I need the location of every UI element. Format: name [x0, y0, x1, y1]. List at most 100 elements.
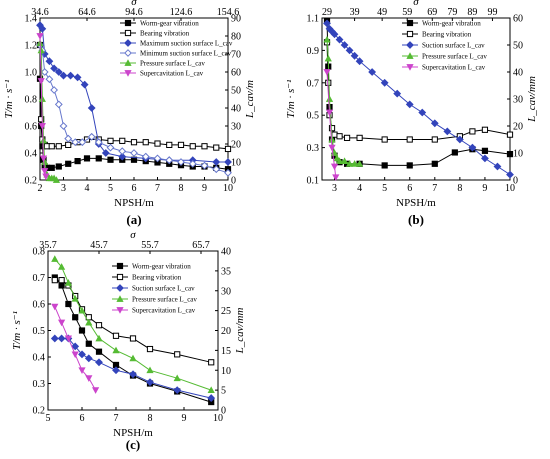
data-point — [188, 159, 197, 168]
data-point — [54, 68, 63, 76]
x-tick-label: 8 — [179, 183, 184, 194]
legend-marker — [116, 295, 124, 302]
top-axis-label: σ — [130, 229, 136, 241]
chart-panel-c: 5 6 7 8 9 10 35.7 45.7 55.7 65.7 0.2 0.3 0.4 0.5 0.6 0.… — [11, 229, 246, 452]
data-point — [112, 332, 120, 339]
series-3 — [51, 255, 215, 394]
data-point — [71, 351, 79, 359]
legend-marker — [406, 19, 414, 27]
legend-marker — [406, 30, 414, 38]
y-right-axis-label: L_cav/mm — [526, 76, 538, 123]
data-point — [87, 104, 96, 112]
x-tick-label: 4 — [357, 183, 362, 194]
y-right-axis-label: L_cav/m — [244, 80, 256, 119]
x-tick-label: 3 — [332, 183, 337, 194]
data-point — [58, 282, 65, 289]
x-tick-label: 4 — [85, 183, 90, 194]
data-point — [58, 277, 65, 284]
data-point — [165, 156, 174, 165]
data-point — [94, 138, 103, 147]
data-point — [65, 141, 72, 149]
data-point — [39, 136, 48, 144]
series-2 — [323, 19, 514, 179]
data-point — [431, 160, 438, 167]
series-2 — [50, 334, 216, 402]
x-axis-label: NPSH/m — [114, 197, 154, 209]
y-right-tick-label: 20 — [231, 140, 241, 151]
data-point — [38, 123, 46, 130]
y-left-tick-label: 0.3 — [33, 379, 46, 390]
y-left-tick-label: 0.8 — [33, 247, 46, 258]
data-point — [208, 359, 215, 366]
x-tick-label: 8 — [457, 183, 462, 194]
series-5 — [36, 33, 50, 181]
data-point — [177, 158, 185, 166]
data-point — [66, 71, 75, 80]
data-point — [130, 149, 138, 157]
data-point — [146, 378, 154, 387]
data-point — [345, 46, 354, 55]
top-tick-label: 65.7 — [192, 240, 210, 251]
data-point — [40, 68, 49, 76]
data-point — [350, 160, 359, 167]
y-right-tick-label: 80 — [231, 32, 241, 43]
y-left-tick-label: 0.7 — [307, 78, 320, 89]
data-point — [356, 134, 363, 141]
series-line — [54, 258, 212, 391]
top-axis-label: σ — [413, 0, 419, 8]
data-point — [177, 141, 185, 149]
data-point — [328, 125, 336, 132]
data-point — [118, 152, 127, 161]
data-point — [146, 345, 154, 353]
y-right-tick-label: 40 — [221, 247, 231, 258]
x-tick-label: 10 — [223, 183, 233, 194]
y-right-tick-label: 30 — [231, 122, 241, 133]
data-point — [345, 160, 354, 167]
data-point — [41, 168, 49, 175]
y-right-tick-label: 10 — [221, 366, 231, 377]
y-left-tick-label: 0.4 — [25, 149, 38, 160]
y-right-tick-label: 40 — [513, 68, 523, 79]
top-tick-label: 29 — [322, 7, 332, 18]
legend-label: Suction surface L_cav — [132, 285, 195, 293]
data-point — [85, 340, 92, 347]
x-tick-label: 6 — [132, 183, 137, 194]
top-tick-label: 39 — [350, 7, 360, 18]
data-point — [65, 160, 72, 167]
legend-marker — [406, 64, 414, 71]
top-tick-label: 69 — [427, 7, 437, 18]
y-left-tick-label: 1.1 — [307, 14, 320, 25]
data-point — [328, 144, 336, 152]
data-point — [418, 108, 427, 117]
data-point — [455, 135, 464, 144]
y-right-tick-label: 30 — [221, 286, 231, 297]
legend-label: Pressure surface L_cav — [422, 53, 487, 61]
data-point — [431, 136, 438, 143]
data-point — [119, 137, 126, 144]
legend-marker — [124, 39, 132, 47]
x-axis-label: NPSH/m — [396, 197, 436, 209]
data-point — [78, 138, 87, 147]
y-left-tick-label: 1.2 — [25, 41, 38, 52]
data-point — [350, 51, 359, 60]
y-right-tick-label: 40 — [231, 104, 241, 115]
data-point — [41, 158, 49, 165]
data-point — [323, 69, 331, 76]
legend-marker — [116, 307, 124, 314]
data-point — [57, 334, 66, 343]
y-left-axis-label: T/m · s⁻¹ — [285, 80, 297, 119]
data-point — [106, 143, 115, 152]
data-point — [393, 89, 402, 98]
y-left-tick-label: 0.4 — [33, 353, 46, 364]
data-point — [406, 162, 413, 169]
data-point — [55, 143, 62, 150]
data-point — [493, 162, 502, 171]
data-point — [36, 33, 44, 40]
data-point — [481, 126, 489, 133]
data-point — [330, 30, 339, 39]
data-point — [207, 386, 215, 394]
y-left-tick-label: 0.3 — [307, 143, 320, 154]
data-point — [95, 348, 103, 355]
data-point — [207, 394, 216, 402]
data-point — [330, 163, 339, 171]
